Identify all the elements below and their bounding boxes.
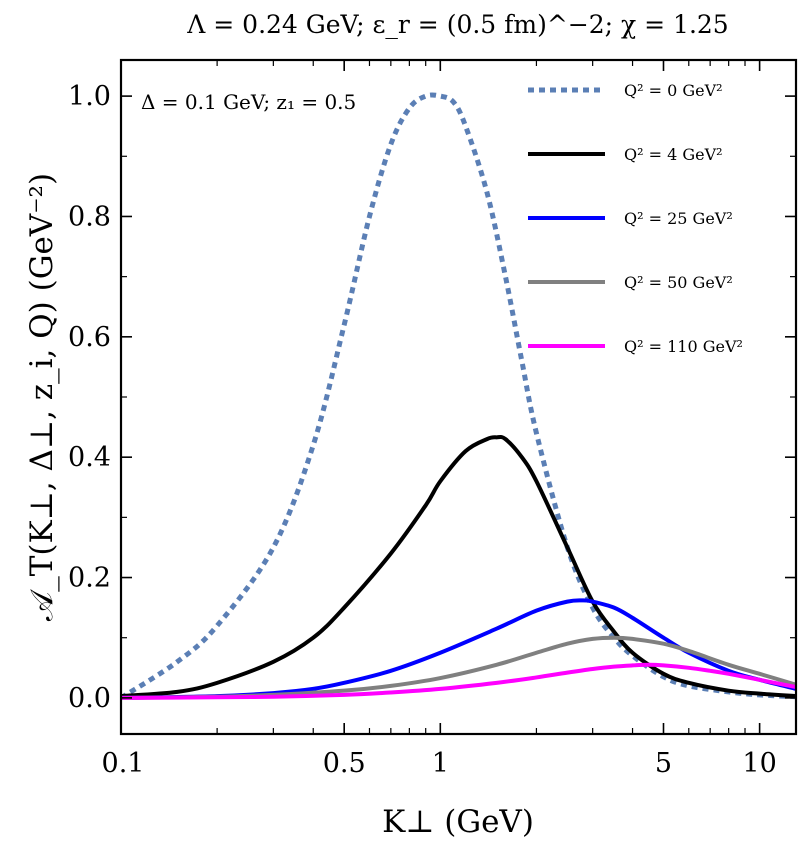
y-tick-label: 0.0: [68, 683, 111, 714]
y-tick-label: 0.8: [68, 201, 111, 232]
annotation-text: Δ = 0.1 GeV; z₁ = 0.5: [141, 90, 356, 114]
y-tick-label: 1.0: [68, 81, 111, 112]
chart-title: Λ = 0.24 GeV; ε_r = (0.5 fm)^−2; χ = 1.2…: [186, 10, 728, 39]
legend-label-4: Q² = 110 GeV²: [624, 337, 743, 356]
series-line-3: [121, 635, 796, 700]
tick-layer: 0.1 0.5 1 5 10 0.0 0.2 0.4 0.6 0.8 1.0: [68, 60, 796, 779]
series-line-0: [121, 92, 796, 700]
series-line-1: [121, 434, 796, 699]
x-axis-title: K⊥ (GeV): [382, 804, 534, 840]
x-tick-label: 0.1: [102, 748, 145, 779]
legend-label-1: Q² = 4 GeV²: [624, 145, 723, 164]
legend-label-2: Q² = 25 GeV²: [624, 209, 733, 228]
series-layer: [121, 92, 796, 700]
y-axis-title: 𝒜_T(K⊥, Δ⊥, z_i, Q) (GeV⁻²): [24, 173, 60, 621]
y-tick-label: 0.4: [68, 442, 111, 473]
x-tick-label: 10: [742, 748, 776, 779]
legend: Q² = 0 GeV² Q² = 4 GeV² Q² = 25 GeV² Q² = 5…: [528, 81, 743, 356]
legend-label-3: Q² = 50 GeV²: [624, 273, 733, 292]
y-tick-label: 0.6: [68, 322, 111, 353]
series-line-4: [121, 662, 796, 700]
y-tick-label: 0.2: [68, 563, 111, 594]
x-tick-label: 5: [655, 748, 672, 779]
x-tick-label: 1: [432, 748, 449, 779]
x-tick-label: 0.5: [323, 748, 366, 779]
legend-label-0: Q² = 0 GeV²: [624, 81, 723, 100]
